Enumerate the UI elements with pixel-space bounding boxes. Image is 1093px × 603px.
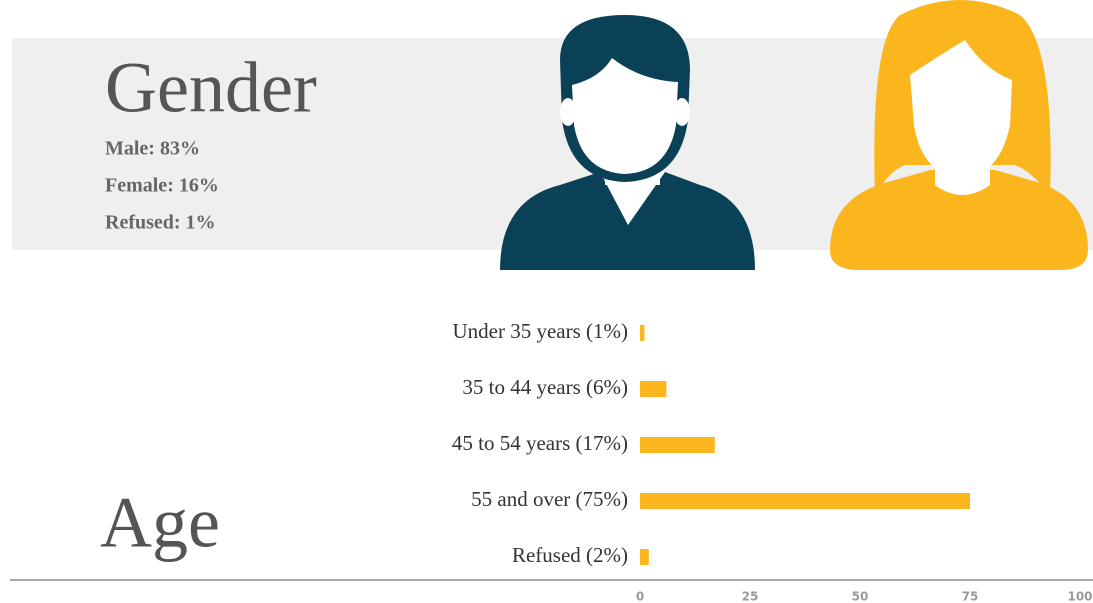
x-tick-label: 100 bbox=[1067, 590, 1092, 603]
gender-title: Gender bbox=[105, 48, 317, 128]
bar bbox=[640, 437, 715, 453]
x-tick-label: 50 bbox=[852, 590, 869, 603]
category-label: Refused (2%) bbox=[512, 543, 628, 567]
age-title: Age bbox=[100, 483, 220, 563]
gender-item: Male: 83% bbox=[105, 138, 200, 160]
x-tick-label: 25 bbox=[742, 590, 759, 603]
female-avatar bbox=[830, 0, 1088, 270]
x-tick-label: 75 bbox=[962, 590, 979, 603]
gender-item: Refused: 1% bbox=[105, 212, 216, 234]
category-label: 35 to 44 years (6%) bbox=[462, 375, 628, 399]
category-label: 55 and over (75%) bbox=[471, 487, 628, 511]
bar bbox=[640, 381, 667, 397]
bar bbox=[640, 549, 649, 565]
male-avatar bbox=[500, 15, 755, 270]
category-label: Under 35 years (1%) bbox=[452, 319, 628, 343]
bar bbox=[640, 325, 645, 341]
x-tick-label: 0 bbox=[636, 590, 644, 603]
bar bbox=[640, 493, 970, 509]
gender-item: Female: 16% bbox=[105, 175, 219, 197]
category-label: 45 to 54 years (17%) bbox=[452, 431, 628, 455]
